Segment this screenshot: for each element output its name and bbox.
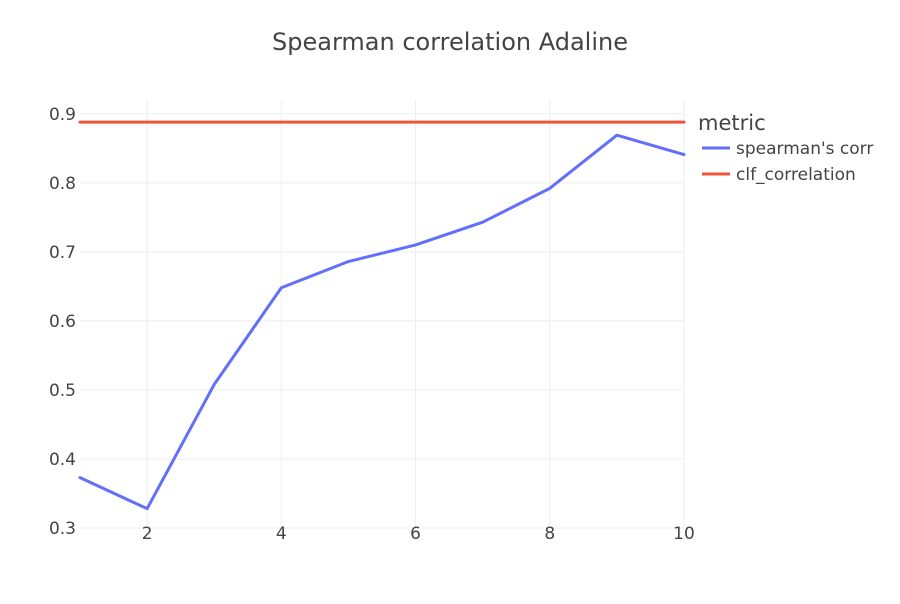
x-tick-label: 4 [276,524,287,544]
chart-title: Spearman correlation Adaline [272,28,628,56]
y-tick-label: 0.9 [49,105,76,125]
legend-title: metric [698,111,766,135]
x-tick-label: 10 [673,524,695,544]
x-axis-ticks: 2 4 6 8 10 [142,524,695,544]
series-line-0 [78,133,686,511]
y-tick-label: 0.8 [49,174,76,194]
y-tick-label: 0.3 [49,519,76,539]
x-tick-label: 8 [544,524,555,544]
y-tick-label: 0.5 [49,381,76,401]
legend-item-label: clf_correlation [736,165,856,185]
legend: metric spearman's corr clf_correlation [698,111,873,185]
series-lines [78,120,686,511]
y-tick-label: 0.4 [49,450,76,470]
legend-item-label: spearman's corr [736,139,873,159]
x-tick-label: 6 [410,524,421,544]
y-tick-label: 0.6 [49,312,76,332]
x-tick-label: 2 [142,524,153,544]
y-axis-ticks: 0.3 0.4 0.5 0.6 0.7 0.8 0.9 [49,105,76,539]
y-tick-label: 0.7 [49,243,76,263]
